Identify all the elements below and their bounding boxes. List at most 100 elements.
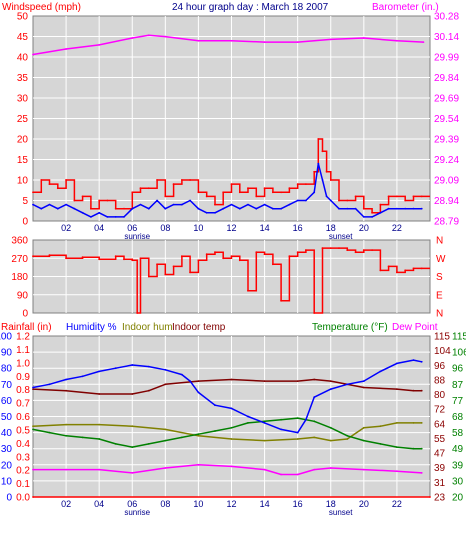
- windspeed-tick: 25: [17, 114, 29, 125]
- wind-direction-line-point: [346, 249, 349, 252]
- barometer-tick: 28.94: [434, 196, 459, 207]
- gust-line-point: [197, 207, 200, 210]
- x-tick-label: 04: [94, 499, 104, 509]
- indoor-hum-line-point: [362, 426, 365, 429]
- gust-line-point: [362, 216, 365, 218]
- indoor-hum-line-point: [164, 428, 167, 431]
- windspeed-line-point: [214, 203, 216, 206]
- gust-line-point: [305, 199, 307, 202]
- gust-line-point: [280, 207, 282, 210]
- x-tick-label: 10: [193, 499, 203, 509]
- humidity-line-point: [131, 364, 134, 366]
- windspeed-line-point: [362, 207, 365, 210]
- temperature-line-point: [181, 436, 183, 439]
- humidity-tick: 30: [1, 444, 13, 455]
- temperature-tick: 80: [434, 390, 446, 401]
- gust-line-point: [420, 207, 423, 210]
- temperature-tick: 88: [434, 375, 446, 386]
- windspeed-line-point: [238, 191, 241, 194]
- gust-line-point: [98, 211, 101, 214]
- rainfall-line-point: [429, 496, 431, 498]
- direction-tick: 0: [22, 309, 28, 320]
- dewpoint-line-point: [65, 468, 67, 471]
- rainfall-legend: Rainfall (in): [1, 322, 52, 333]
- rainfall-tick: 0.5: [16, 425, 30, 436]
- gust-line-point: [114, 216, 117, 218]
- indoor-temp-line: [32, 378, 422, 395]
- windspeed-line-point: [230, 183, 233, 186]
- windspeed-line-point: [379, 203, 382, 206]
- temperature-tick: 72: [434, 405, 446, 416]
- windspeed-line-point: [313, 170, 316, 173]
- windspeed-line-point: [147, 187, 150, 190]
- windspeed-line-point: [106, 199, 109, 202]
- x-tick-label: 02: [61, 223, 71, 233]
- indoor-hum-line-point: [65, 423, 67, 426]
- wind-direction-line-point: [313, 312, 316, 314]
- windspeed-line-point: [296, 183, 299, 186]
- temperature-line-point: [98, 438, 101, 440]
- windspeed-line-point: [338, 199, 340, 202]
- wind-direction-line-point: [420, 267, 423, 270]
- wind-direction-line-point: [32, 255, 34, 258]
- dewpoint-tick: 77: [452, 396, 464, 407]
- chart-title: 24 hour graph day : March 18 2007: [172, 2, 329, 13]
- wind-direction-line-point: [65, 257, 67, 260]
- dewpoint-line-point: [296, 473, 299, 476]
- rainfall-tick: 1.2: [16, 332, 30, 343]
- windspeed-line-point: [189, 179, 192, 181]
- x-tick-label: 02: [61, 499, 71, 509]
- windspeed-line-point: [317, 138, 320, 140]
- windspeed-line-point: [346, 199, 349, 202]
- temperature-tick: 23: [434, 493, 446, 504]
- windspeed-line-point: [420, 195, 423, 198]
- gust-line-point: [396, 207, 398, 210]
- indoor-hum-line-point: [296, 438, 299, 440]
- windspeed-line-point: [90, 207, 92, 210]
- temperature-tick: 115: [434, 332, 450, 343]
- dewpoint-line-point: [280, 473, 282, 476]
- temperature-tick: 31: [434, 478, 446, 489]
- temperature-line-point: [247, 422, 249, 424]
- sunrise-label: sunrise: [124, 232, 150, 241]
- barometer-line-point: [329, 38, 332, 41]
- wind-direction-line-point: [272, 263, 274, 266]
- dewpoint-line-point: [32, 468, 34, 471]
- compass-tick: S: [436, 272, 443, 283]
- temperature-line-point: [296, 417, 299, 419]
- barometer-tick: 30.14: [434, 32, 459, 43]
- wind-direction-line-point: [81, 256, 84, 259]
- gust-line-point: [238, 207, 241, 210]
- indoor-temp-legend: Indoor temp: [172, 322, 226, 333]
- rainfall-tick: 0.4: [16, 439, 30, 450]
- wind-direction-line-point: [379, 269, 382, 272]
- x-tick-label: 12: [226, 223, 236, 233]
- windspeed-line-point: [288, 187, 291, 190]
- windspeed-tick: 50: [17, 12, 29, 23]
- gust-line-point: [131, 207, 134, 210]
- humidity-line-point: [98, 370, 101, 373]
- windspeed-line-point: [181, 179, 183, 181]
- compass-tick: N: [436, 309, 443, 320]
- compass-tick: E: [436, 290, 443, 301]
- dewpoint-line-point: [420, 472, 423, 474]
- temperature-line-point: [81, 436, 84, 439]
- humidity-tick: 80: [1, 364, 13, 375]
- temperature-line-point: [197, 433, 200, 436]
- dewpoint-line-point: [396, 470, 398, 473]
- gust-line-point: [313, 191, 316, 194]
- x-tick-label: 14: [260, 499, 270, 509]
- wind-direction-line-point: [329, 247, 332, 250]
- temperature-tick: 47: [434, 449, 446, 460]
- windspeed-line-point: [404, 199, 407, 202]
- rainfall-tick: 0.2: [16, 466, 30, 477]
- windspeed-tick: 5: [22, 196, 28, 207]
- wind-direction-line-point: [139, 257, 142, 260]
- humidity-line-point: [329, 388, 332, 390]
- gust-line-point: [156, 199, 159, 202]
- windspeed-line-point: [255, 195, 258, 198]
- temperature-tick: 55: [434, 434, 446, 445]
- gust-line-point: [222, 207, 225, 210]
- windspeed-tick: 0: [22, 217, 28, 228]
- wind-direction-line-point: [164, 273, 167, 276]
